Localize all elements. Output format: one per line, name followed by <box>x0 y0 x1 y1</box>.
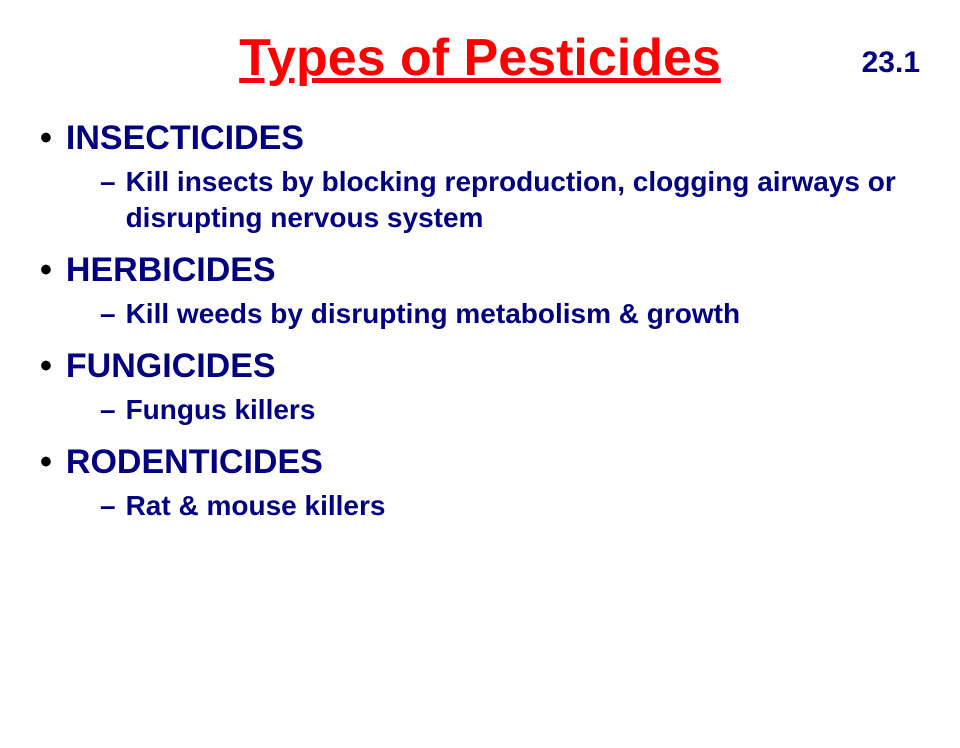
dash-icon: – <box>100 392 116 428</box>
list-sub-item: – Rat & mouse killers <box>40 488 940 524</box>
list-item: • FUNGICIDES <box>40 346 940 386</box>
item-description: Fungus killers <box>126 392 316 428</box>
list-sub-item: – Fungus killers <box>40 392 940 428</box>
dash-icon: – <box>100 296 116 332</box>
bullet-icon: • <box>40 346 52 386</box>
list-sub-item: – Kill weeds by disrupting metabolism & … <box>40 296 940 332</box>
list-sub-item: – Kill insects by blocking reproduction,… <box>40 164 940 236</box>
list-item: • INSECTICIDES <box>40 118 940 158</box>
list-item: • RODENTICIDES <box>40 442 940 482</box>
bullet-icon: • <box>40 250 52 290</box>
item-description: Kill weeds by disrupting metabolism & gr… <box>126 296 741 332</box>
item-heading: RODENTICIDES <box>66 442 323 482</box>
dash-icon: – <box>100 164 116 200</box>
bullet-icon: • <box>40 442 52 482</box>
dash-icon: – <box>100 488 116 524</box>
item-heading: HERBICIDES <box>66 250 276 290</box>
content-area: • INSECTICIDES – Kill insects by blockin… <box>0 118 960 524</box>
slide-title: Types of Pesticides <box>0 28 960 88</box>
bullet-icon: • <box>40 118 52 158</box>
item-description: Rat & mouse killers <box>126 488 386 524</box>
item-description: Kill insects by blocking reproduction, c… <box>126 164 940 236</box>
page-number: 23.1 <box>862 46 920 80</box>
item-heading: INSECTICIDES <box>66 118 304 158</box>
list-item: • HERBICIDES <box>40 250 940 290</box>
item-heading: FUNGICIDES <box>66 346 276 386</box>
